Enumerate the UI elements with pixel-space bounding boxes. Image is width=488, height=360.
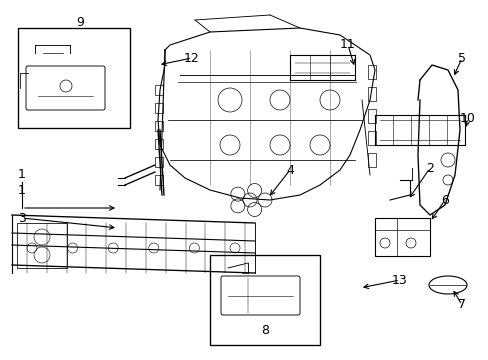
Bar [18,28,130,128]
Text: 7: 7 [457,298,465,311]
Bar [155,103,163,113]
Text: 12: 12 [184,51,200,64]
Bar [155,175,163,185]
Bar [155,157,163,167]
Text: 11: 11 [340,39,355,51]
Bar [155,85,163,95]
Text: 6: 6 [440,194,448,207]
Bar [367,153,375,167]
Text: 1: 1 [18,168,26,181]
Bar [367,131,375,145]
Text: 2: 2 [425,162,433,175]
Text: 8: 8 [261,324,268,337]
Text: 9: 9 [76,15,84,28]
Text: 4: 4 [285,163,293,176]
Text: 1: 1 [18,184,26,197]
Text: 3: 3 [18,211,26,225]
Bar [374,218,429,256]
Bar [155,121,163,131]
Bar [367,65,375,79]
Bar [209,255,319,345]
Bar [367,87,375,101]
Text: 10: 10 [459,112,475,125]
Bar [367,109,375,123]
Text: 5: 5 [457,51,465,64]
Bar [17,223,67,268]
Text: 13: 13 [391,274,407,287]
Bar [155,139,163,149]
